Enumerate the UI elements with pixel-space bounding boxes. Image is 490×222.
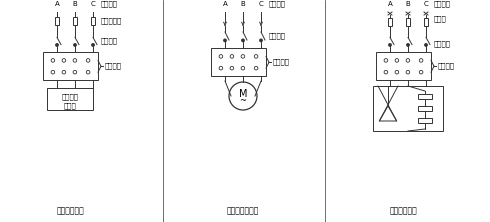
Circle shape [224, 39, 226, 42]
Text: 隔离开关: 隔离开关 [269, 33, 286, 39]
Circle shape [242, 39, 244, 42]
Bar [47, 88, 93, 110]
Text: A: A [222, 1, 227, 7]
Text: 负载电源: 负载电源 [269, 0, 286, 7]
Text: 控制电源: 控制电源 [273, 59, 290, 65]
Bar [388, 18, 392, 26]
Text: A: A [388, 1, 392, 7]
Text: 负载电源: 负载电源 [101, 0, 118, 7]
Text: 控制阻性负载: 控制阻性负载 [389, 206, 417, 215]
Circle shape [92, 44, 94, 46]
Bar [211, 48, 266, 76]
Text: C: C [91, 1, 96, 7]
Text: 快速熔断器: 快速熔断器 [101, 18, 122, 24]
Text: 隔离开关: 隔离开关 [101, 38, 118, 44]
Text: 性负载: 性负载 [64, 102, 76, 109]
Text: M: M [239, 89, 247, 99]
Text: 隔离开关: 隔离开关 [434, 41, 451, 47]
Bar [91, 17, 95, 25]
Text: B: B [406, 1, 411, 7]
Text: 阻性或感: 阻性或感 [62, 93, 78, 100]
Text: B: B [73, 1, 77, 7]
Bar [73, 17, 77, 25]
Circle shape [74, 44, 76, 46]
Bar [406, 18, 410, 26]
Text: 普通使用方法: 普通使用方法 [56, 206, 84, 215]
Circle shape [407, 44, 409, 46]
Circle shape [389, 44, 391, 46]
Bar [418, 105, 432, 111]
Bar [376, 52, 431, 80]
Text: ~: ~ [240, 97, 246, 105]
Text: C: C [259, 1, 264, 7]
Text: 控制电源: 控制电源 [438, 63, 455, 69]
Circle shape [56, 44, 58, 46]
Bar [424, 18, 428, 26]
Text: 控制电源: 控制电源 [105, 63, 122, 69]
Text: C: C [424, 1, 428, 7]
Text: 控制三相电动机: 控制三相电动机 [227, 206, 259, 215]
Text: B: B [241, 1, 245, 7]
Bar [43, 52, 98, 80]
Bar [418, 93, 432, 99]
Text: 断路器: 断路器 [434, 16, 447, 22]
Text: 负载电源: 负载电源 [434, 0, 451, 7]
Text: A: A [54, 1, 59, 7]
Bar [55, 17, 59, 25]
Circle shape [260, 39, 262, 42]
Bar [373, 86, 443, 131]
Bar [418, 117, 432, 123]
Circle shape [425, 44, 427, 46]
